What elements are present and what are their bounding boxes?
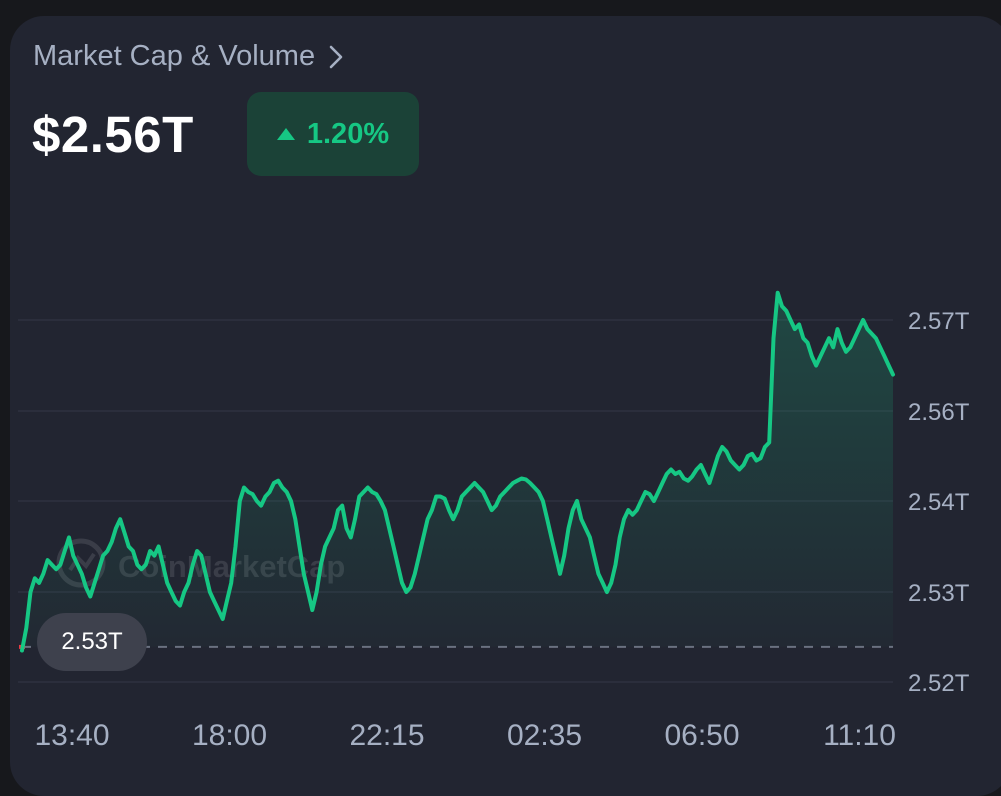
series-area	[22, 292, 893, 651]
y-tick-label: 2.57T	[908, 308, 970, 335]
market-cap-volume-link[interactable]: Market Cap & Volume	[33, 40, 343, 73]
y-tick-label: 2.56T	[908, 399, 970, 426]
series-line	[20, 290, 895, 653]
reference-value-pill: 2.53T	[37, 613, 147, 671]
y-tick-label: 2.53T	[908, 580, 970, 607]
reference-value-label: 2.53T	[61, 628, 123, 655]
y-axis: 2.52T 2.53T 2.54T 2.56T 2.57T	[908, 308, 970, 697]
x-tick-label: 02:35	[507, 719, 582, 752]
y-tick-label: 2.54T	[908, 489, 970, 516]
card-title: Market Cap & Volume	[33, 40, 316, 72]
chevron-right-icon	[329, 45, 343, 68]
y-tick-label: 2.52T	[908, 670, 970, 697]
change-badge: 1.20%	[247, 92, 419, 176]
change-percent: 1.20%	[306, 117, 390, 150]
x-tick-label: 06:50	[664, 719, 739, 752]
market-cap-value: $2.56T	[32, 106, 194, 163]
x-axis: 13:40 18:00 22:15 02:35 06:50 11:10	[34, 719, 895, 752]
market-cap-chart: CoinMarketCap 2.52T2.53T2.54T2.56T2.57T …	[18, 290, 970, 752]
x-tick-label: 11:10	[823, 719, 896, 752]
x-tick-label: 13:40	[34, 719, 109, 752]
x-tick-label: 18:00	[192, 719, 267, 752]
x-tick-label: 22:15	[349, 719, 424, 752]
caret-up-icon	[276, 128, 295, 140]
